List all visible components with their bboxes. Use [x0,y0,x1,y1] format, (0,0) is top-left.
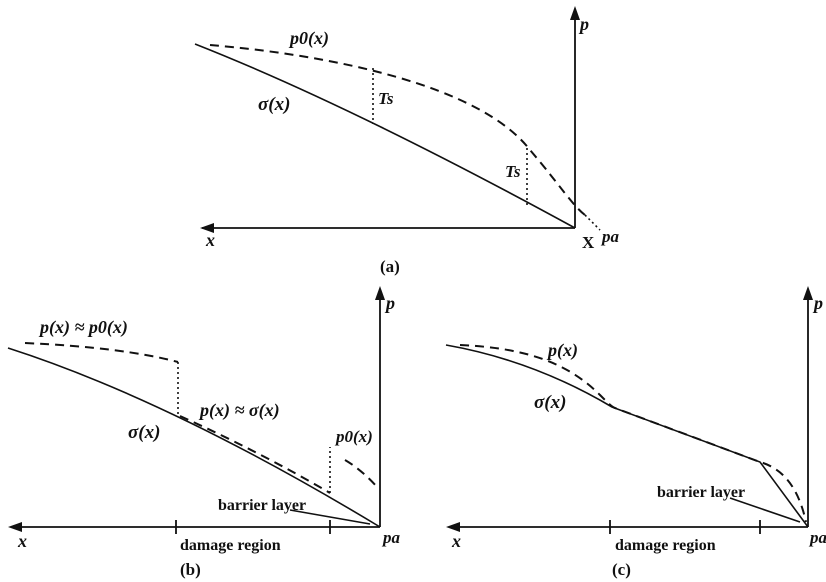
panel-c-barrier-pointer [729,497,801,523]
panel-a-sigma-curve [194,43,576,229]
panel-b-p0-curve-left [24,342,179,363]
panel-a-x-arrow-icon [200,223,214,233]
panel-c-x-arrow-icon [446,522,460,532]
panel-c-pa-label: pa [808,528,826,547]
panel-c-damage-label: damage region [615,537,716,554]
panel-a-sigma-label: σ(x) [258,94,290,115]
panel-c-sigma-label: σ(x) [534,392,566,413]
panel-a-pa-label: pa [600,227,620,246]
panel-a-caption: (a) [380,257,400,276]
panel-c-p-axis-label: p [812,293,823,313]
panel-a-p-axis-label: p [578,14,589,34]
panel-c-sigma-curve [445,344,809,528]
panel-b-sigma-label: σ(x) [128,422,160,443]
panel-c-p-label: p(x) [546,340,578,361]
panel-b-sigma-curve [7,347,381,528]
panel-c-x-label: x [451,531,461,551]
panel-a-ts-label-2: Ts [505,162,521,181]
panel-b-p0-label: p0(x) [334,427,373,446]
panel-b-x-label: x [17,531,27,551]
panel-a-p-arrow-icon [570,6,580,20]
panel-a-p0-label: p0(x) [288,28,329,49]
panel-b-caption: (b) [180,560,201,579]
panel-a: p0(x) p σ(x) Ts Ts x X pa (a) [194,6,620,276]
panel-b: p(x) ≈ p0(x) p(x) ≈ σ(x) σ(x) p0(x) barr… [7,286,401,579]
panel-b-p-approx-sigma-label: p(x) ≈ σ(x) [198,400,280,421]
panel-a-p0-extension [584,214,601,231]
panel-b-barrier-pointer [289,509,371,525]
panel-b-pa-label: pa [381,528,401,547]
panel-b-damage-label: damage region [180,537,281,554]
panel-b-p-arrow-icon [375,286,385,300]
panel-c-p-arrow-icon [803,286,813,300]
panel-c-barrier-label: barrier layer [657,484,745,501]
panel-b-p0-curve-right [344,459,379,489]
panel-a-X-label: X [582,233,595,252]
panel-c-p-curve [459,344,807,523]
panel-a-p0-curve [209,44,586,216]
panel-b-p-axis-label: p [384,293,395,313]
panel-b-p-sigma-curve [179,415,331,494]
panel-c-caption: (c) [612,560,631,579]
panel-a-ts-label-1: Ts [378,89,394,108]
panel-b-p-approx-p0-label: p(x) ≈ p0(x) [38,317,128,338]
panel-c: p(x) σ(x) barrier layer damage region x … [445,286,826,579]
panel-b-barrier-label: barrier layer [218,497,306,514]
panel-a-x-label: x [205,230,215,250]
panel-b-x-arrow-icon [8,522,22,532]
